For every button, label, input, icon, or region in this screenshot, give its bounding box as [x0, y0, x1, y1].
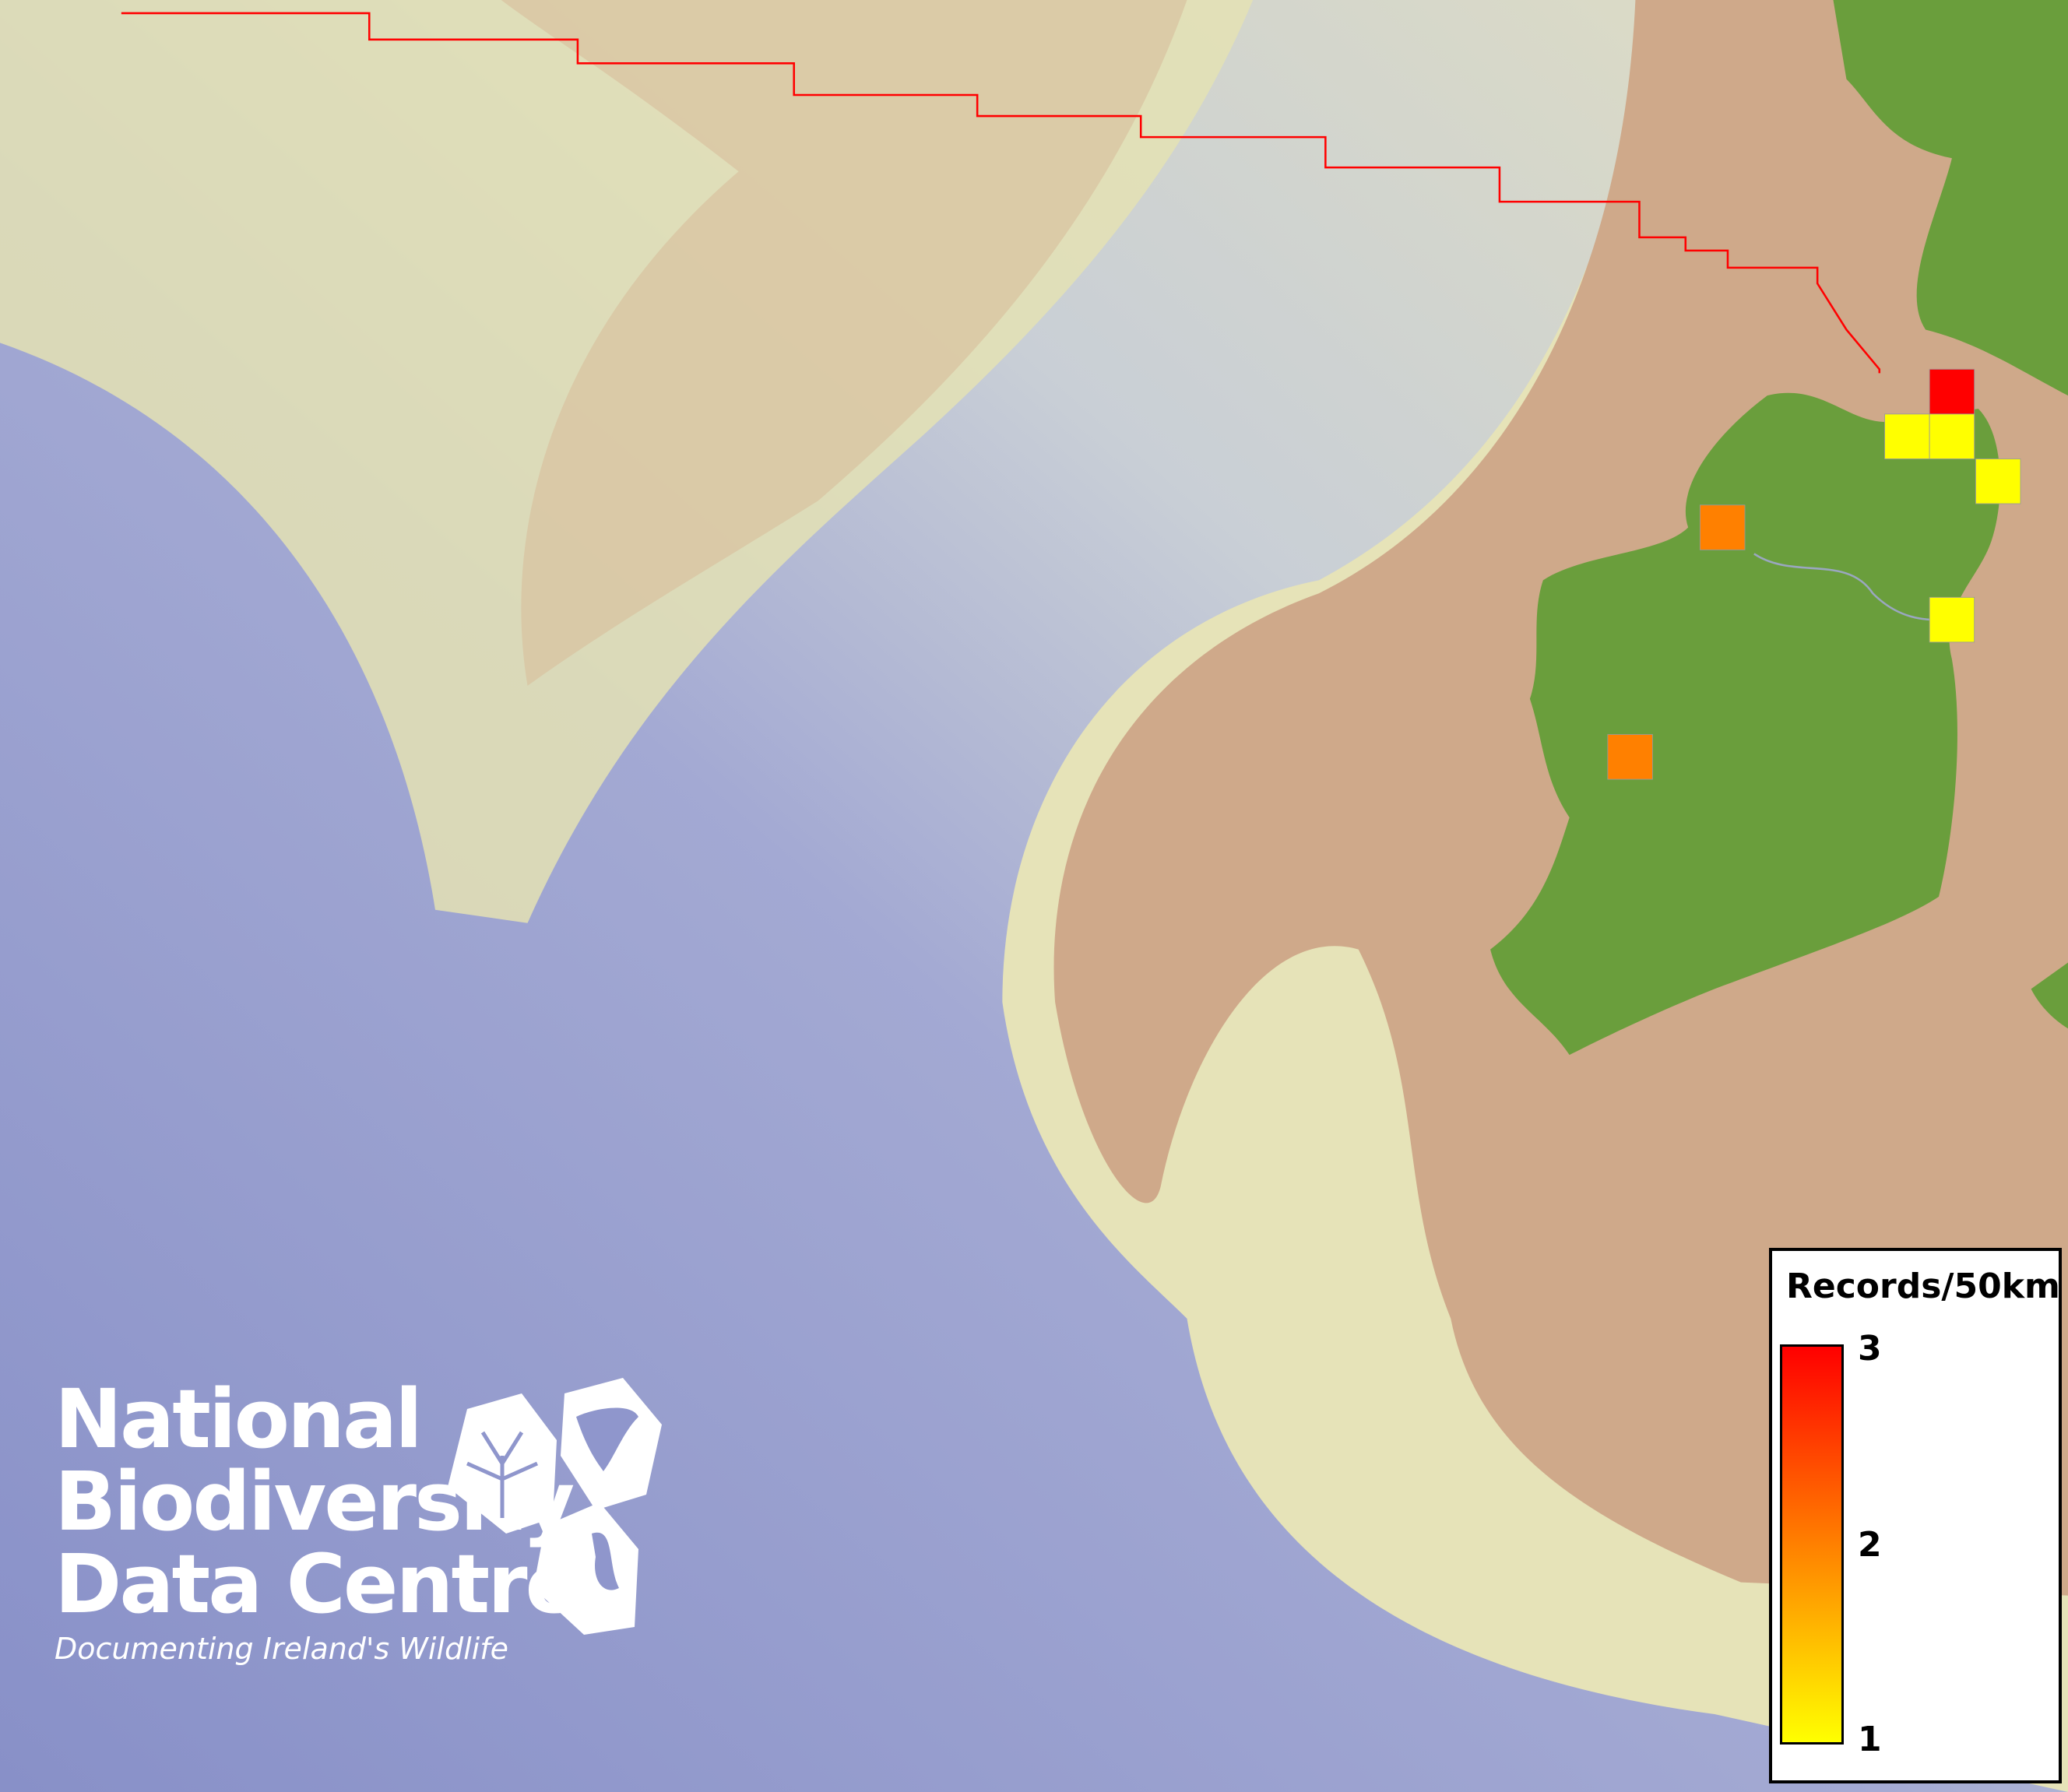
wales	[2031, 962, 2068, 1029]
legend-color-ramp	[1780, 1344, 1844, 1745]
record-cell	[1607, 734, 1653, 780]
legend-tick-mid: 2	[1858, 1525, 1882, 1565]
ni-border	[1753, 553, 1940, 621]
rockall-bank-shelf	[501, 0, 1187, 686]
logo-tagline: Documenting Ireland's Wildlife	[55, 1632, 508, 1666]
seahorse-icon	[533, 1502, 638, 1635]
irish-eez-boundary	[121, 12, 1881, 374]
record-cell	[1975, 459, 2021, 504]
logo-line-3: Data Centre	[55, 1537, 580, 1632]
logo-hexagons	[448, 1378, 662, 1635]
logo-line-1: National	[55, 1372, 423, 1467]
legend-title: Records/50km	[1786, 1267, 2060, 1306]
record-cell	[1929, 596, 1975, 643]
ireland	[1490, 392, 2000, 1056]
nbdc-logo: National Biodiversity Data Centre Docume…	[55, 1372, 662, 1666]
records-grid-layer	[1607, 368, 2021, 780]
legend-tick-max: 3	[1858, 1329, 1882, 1369]
legend: Records/50km 3 2 1	[1769, 1248, 2062, 1783]
record-cell	[1699, 504, 1746, 550]
record-cell	[1884, 413, 1930, 459]
scotland	[1833, 0, 2068, 396]
record-cell	[1929, 413, 1975, 459]
legend-tick-min: 1	[1858, 1720, 1882, 1759]
record-cell	[1929, 368, 1975, 415]
